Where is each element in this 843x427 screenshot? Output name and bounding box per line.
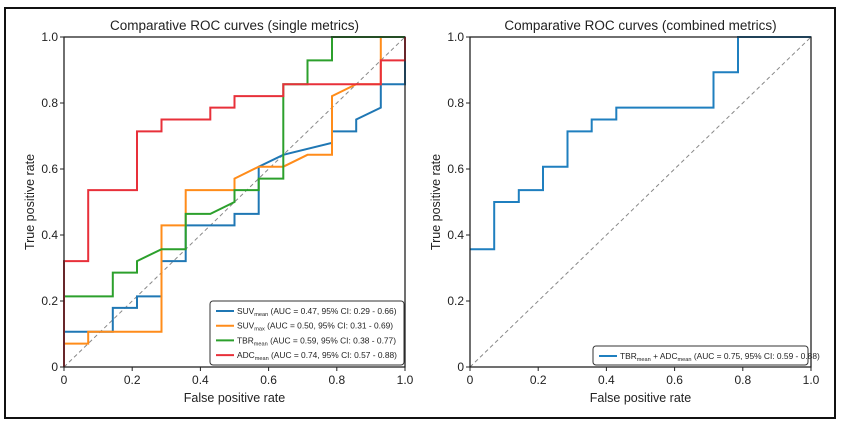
legend-entry-label: SUVmean (AUC = 0.47, 95% CI: 0.29 - 0.66… xyxy=(237,306,397,318)
y-tick-label: 0.2 xyxy=(447,294,464,308)
legend-subscript: max xyxy=(254,327,265,333)
legend-subscript: mean xyxy=(255,356,269,362)
legend-text: + ADC xyxy=(651,351,678,361)
legend-subscript: mean xyxy=(254,312,268,318)
y-tick-label: 0 xyxy=(51,360,58,374)
x-tick-label: 1.0 xyxy=(803,373,820,387)
legend-entry-label: TBRmean + ADCmean (AUC = 0.75, 95% CI: 0… xyxy=(620,351,820,363)
x-tick-label: 0.6 xyxy=(666,373,683,387)
x-tick-label: 1.0 xyxy=(397,373,414,387)
legend-text: (AUC = 0.74, 95% CI: 0.57 - 0.88) xyxy=(269,350,397,360)
x-tick-label: 0 xyxy=(467,373,474,387)
y-tick-label: 0.8 xyxy=(447,96,464,110)
legend-subscript: mean xyxy=(254,341,268,347)
legend-entry-label: SUVmax (AUC = 0.50, 95% CI: 0.31 - 0.69) xyxy=(237,321,393,333)
chart-title: Comparative ROC curves (single metrics) xyxy=(110,18,359,33)
y-tick-label: 0.6 xyxy=(447,162,464,176)
plot-area-border xyxy=(469,36,812,368)
legend-text: (AUC = 0.50, 95% CI: 0.31 - 0.69) xyxy=(265,321,393,331)
x-tick-label: 0.8 xyxy=(734,373,751,387)
x-axis-label: False positive rate xyxy=(590,391,691,405)
legend: SUVmean (AUC = 0.47, 95% CI: 0.29 - 0.66… xyxy=(209,300,405,366)
x-tick-label: 0.6 xyxy=(260,373,277,387)
legend-text: (AUC = 0.59, 95% CI: 0.38 - 0.77) xyxy=(268,335,396,345)
roc-curve-tbrmean-adcmean xyxy=(470,36,811,251)
y-axis-label: True positive rate xyxy=(23,154,37,250)
legend-entry-label: ADCmean (AUC = 0.74, 95% CI: 0.57 - 0.88… xyxy=(237,350,397,362)
x-axis-label: False positive rate xyxy=(184,391,285,405)
y-tick-label: 0.4 xyxy=(41,228,58,242)
y-tick-label: 0.4 xyxy=(447,228,464,242)
legend-text: (AUC = 0.75, 95% CI: 0.59 - 0.88) xyxy=(692,351,820,361)
y-tick-label: 1.0 xyxy=(41,30,58,44)
reference-diagonal xyxy=(469,36,812,368)
legend: TBRmean + ADCmean (AUC = 0.75, 95% CI: 0… xyxy=(592,345,820,366)
panel-1: Comparative ROC curves (single metrics) 0… xyxy=(23,18,414,405)
legend-text: ADC xyxy=(237,350,255,360)
y-tick-label: 1.0 xyxy=(447,30,464,44)
legend-box xyxy=(209,300,405,366)
x-tick-label: 0.4 xyxy=(192,373,209,387)
legend-text: TBR xyxy=(620,351,637,361)
x-tick-label: 0.8 xyxy=(328,373,345,387)
y-tick-label: 0.2 xyxy=(41,294,58,308)
roc-curve-suvmean xyxy=(63,37,406,367)
legend-text: (AUC = 0.47, 95% CI: 0.29 - 0.66) xyxy=(268,306,396,316)
reference-diagonal xyxy=(63,36,406,368)
legend-text: SUV xyxy=(237,306,255,316)
panel-2: Comparative ROC curves (combined metrics… xyxy=(429,18,820,405)
legend-text: SUV xyxy=(237,321,255,331)
y-tick-label: 0.6 xyxy=(41,162,58,176)
x-tick-label: 0.4 xyxy=(598,373,615,387)
legend-entry-label: TBRmean (AUC = 0.59, 95% CI: 0.38 - 0.77… xyxy=(237,335,396,347)
legend-text: TBR xyxy=(237,335,254,345)
x-tick-label: 0.2 xyxy=(124,373,141,387)
y-tick-label: 0 xyxy=(457,360,464,374)
x-tick-label: 0 xyxy=(61,373,68,387)
y-axis-label: True positive rate xyxy=(429,154,443,250)
plot-area-border xyxy=(63,36,406,368)
chart-title: Comparative ROC curves (combined metrics… xyxy=(504,18,776,33)
legend-subscript: mean xyxy=(637,357,651,363)
legend-subscript: mean xyxy=(678,357,692,363)
x-tick-label: 0.2 xyxy=(530,373,547,387)
legend-box xyxy=(592,345,809,366)
roc-curve-adcmean xyxy=(63,37,406,367)
y-tick-label: 0.8 xyxy=(41,96,58,110)
roc-curve-tbrmean xyxy=(63,36,405,367)
